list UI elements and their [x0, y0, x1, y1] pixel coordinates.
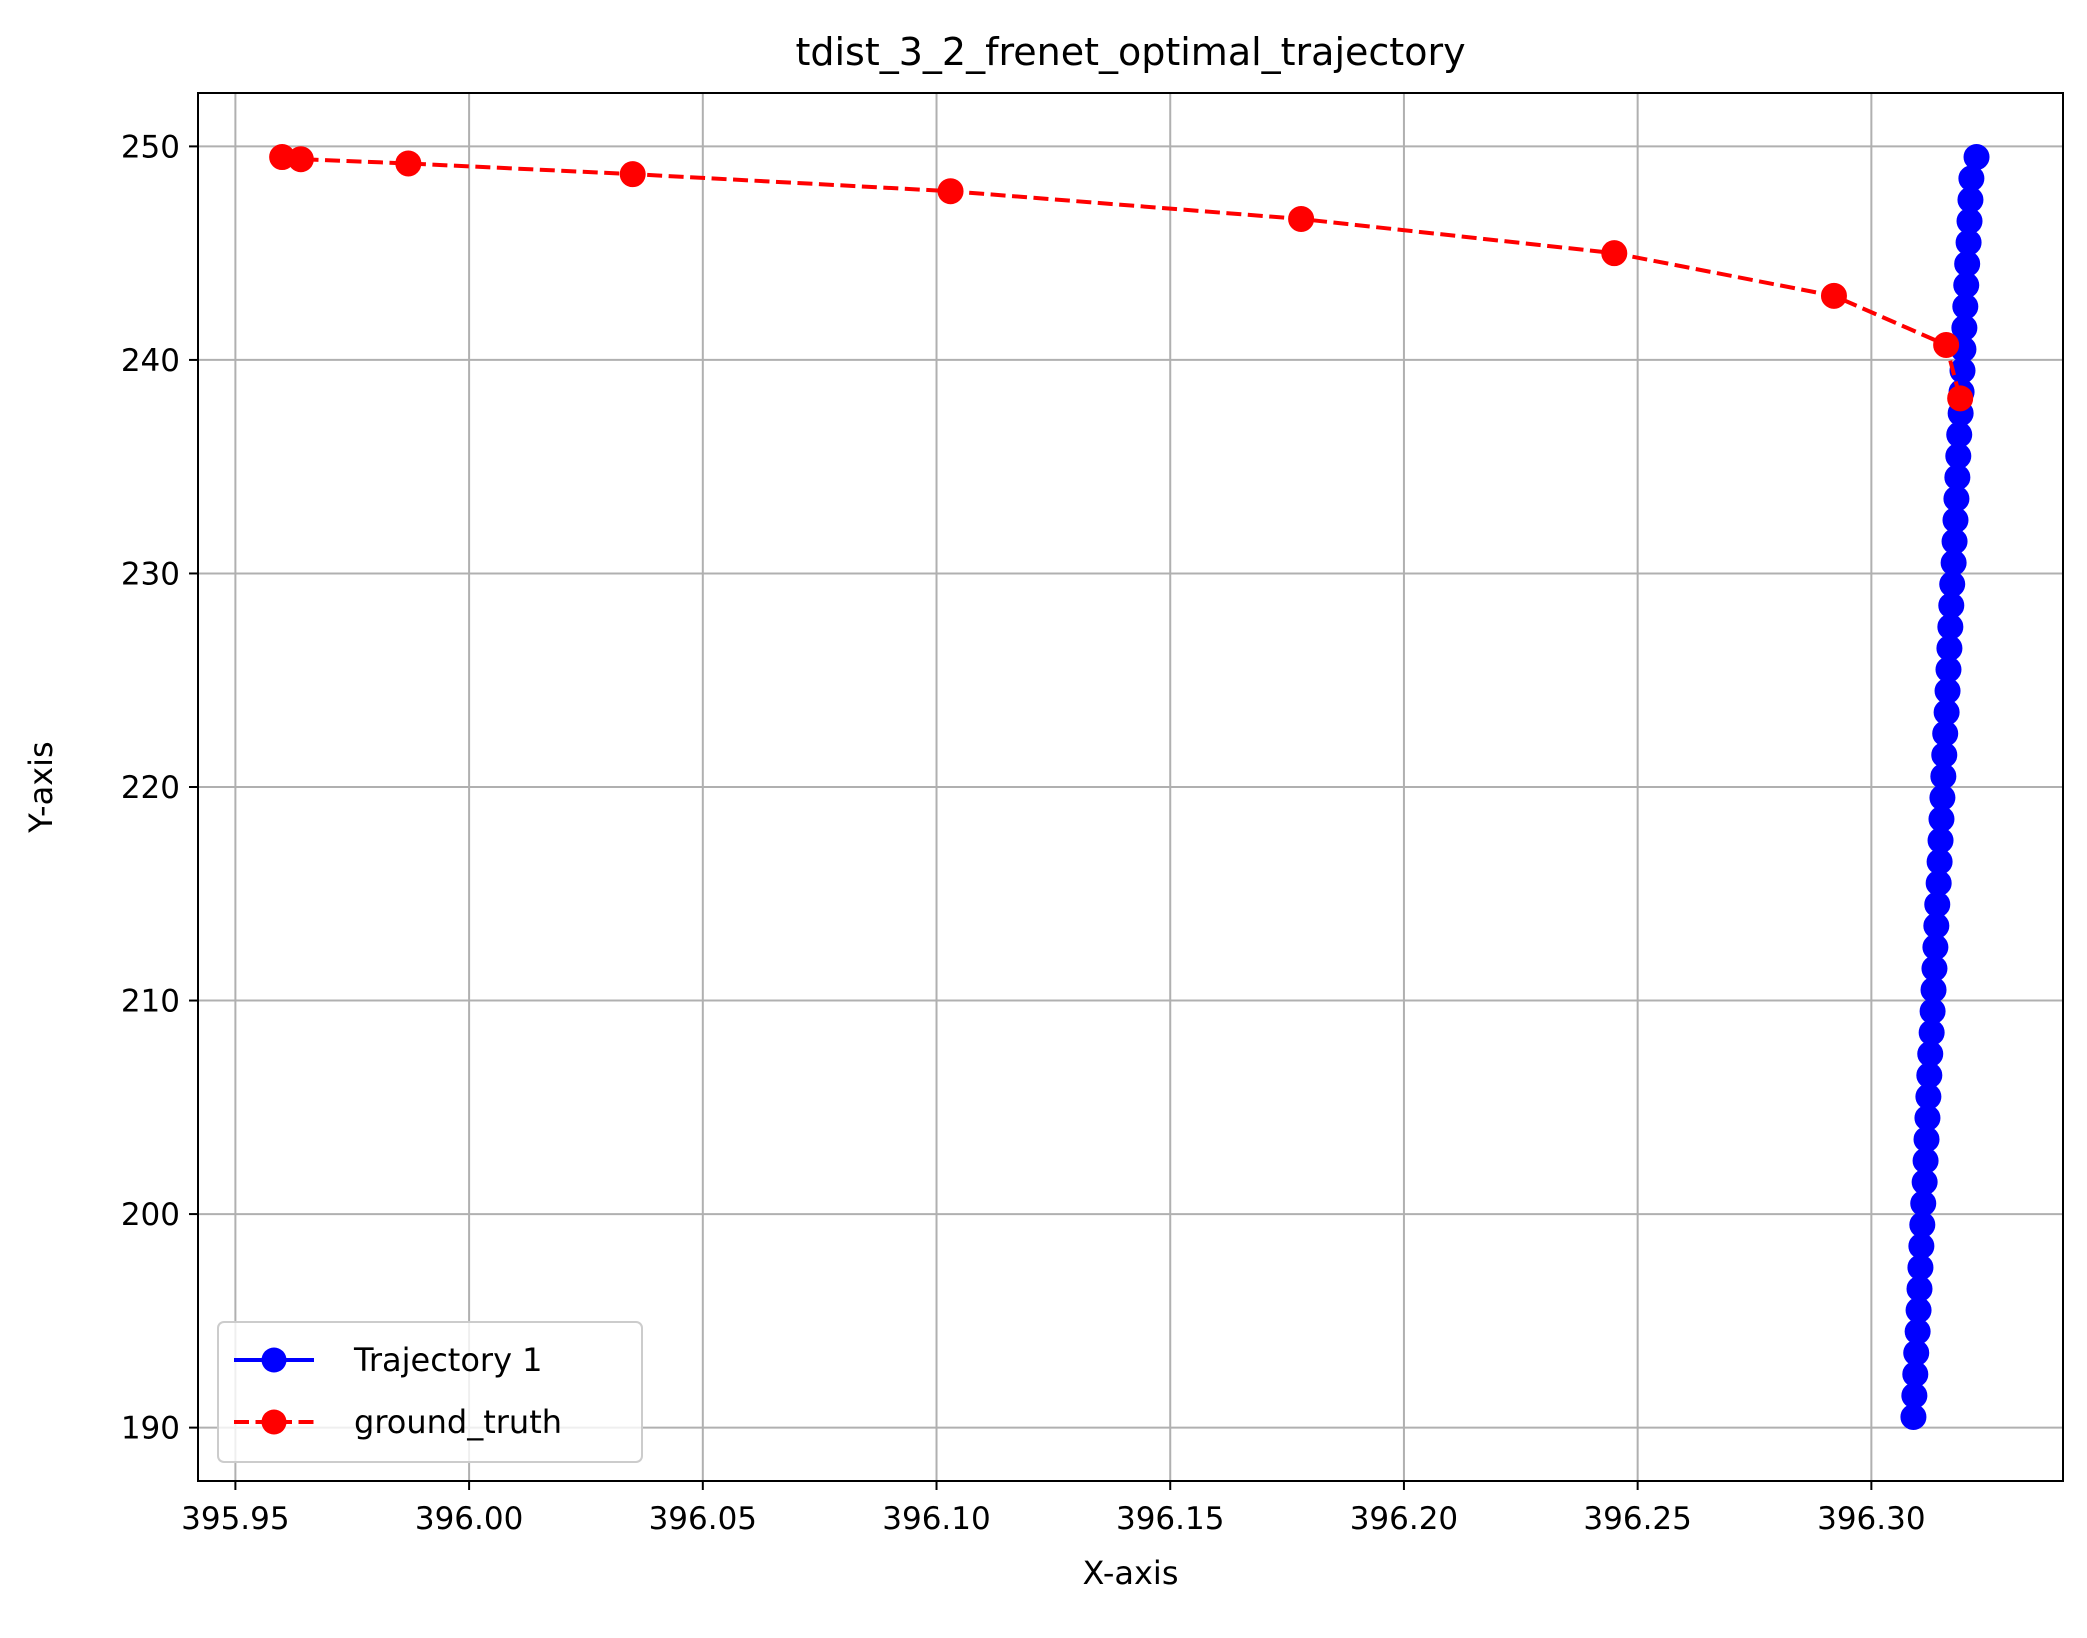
- legend-swatch-marker: [261, 1347, 287, 1373]
- legend: Trajectory 1 ground_truth: [217, 1321, 643, 1463]
- data-point: [619, 161, 646, 188]
- y-tick-label: 200: [121, 1197, 180, 1233]
- legend-label: ground_truth: [354, 1403, 562, 1441]
- x-tick-label: 396.20: [1350, 1501, 1458, 1537]
- data-point: [395, 150, 422, 177]
- series-trajectory-1: [1900, 144, 1990, 1430]
- x-tick-label: 396.15: [1116, 1501, 1224, 1537]
- data-point: [1947, 385, 1974, 412]
- x-tick-label: 396.05: [649, 1501, 757, 1537]
- series-line: [281, 155, 1963, 399]
- axis-ticks: 395.95 396.00 396.05 396.10 396.15 396.20 396.…: [121, 129, 1926, 1537]
- y-axis-label: Y-axis: [22, 741, 60, 833]
- x-tick-label: 396.25: [1583, 1501, 1691, 1537]
- legend-entry: Trajectory 1: [234, 1341, 543, 1379]
- data-point: [1820, 282, 1847, 309]
- x-tick-label: 396.10: [882, 1501, 990, 1537]
- legend-box: [217, 1321, 643, 1463]
- data-point: [1933, 331, 1960, 358]
- y-tick-label: 220: [121, 770, 180, 806]
- x-axis-label: X-axis: [1083, 1554, 1179, 1592]
- chart-title: tdist_3_2_frenet_optimal_trajectory: [795, 30, 1465, 74]
- data-point: [1958, 165, 1985, 192]
- data-point: [287, 146, 314, 173]
- x-tick-label: 396.30: [1817, 1501, 1925, 1537]
- legend-swatch-marker: [261, 1409, 287, 1435]
- data-point: [1963, 144, 1990, 171]
- y-tick-label: 230: [121, 556, 180, 592]
- y-tick-label: 190: [121, 1411, 180, 1447]
- data-point: [1288, 205, 1315, 232]
- x-tick-label: 395.95: [181, 1501, 289, 1537]
- series-ground-truth: [269, 144, 1974, 412]
- y-tick-label: 250: [121, 129, 180, 165]
- series-layer: [269, 144, 1990, 1430]
- legend-entry: ground_truth: [234, 1403, 562, 1441]
- y-tick-label: 240: [121, 343, 180, 379]
- data-point: [937, 178, 964, 205]
- legend-items: Trajectory 1 ground_truth: [234, 1341, 562, 1441]
- legend-label: Trajectory 1: [353, 1341, 543, 1379]
- data-point: [1601, 240, 1628, 267]
- y-tick-label: 210: [121, 984, 180, 1020]
- x-tick-label: 396.00: [415, 1501, 523, 1537]
